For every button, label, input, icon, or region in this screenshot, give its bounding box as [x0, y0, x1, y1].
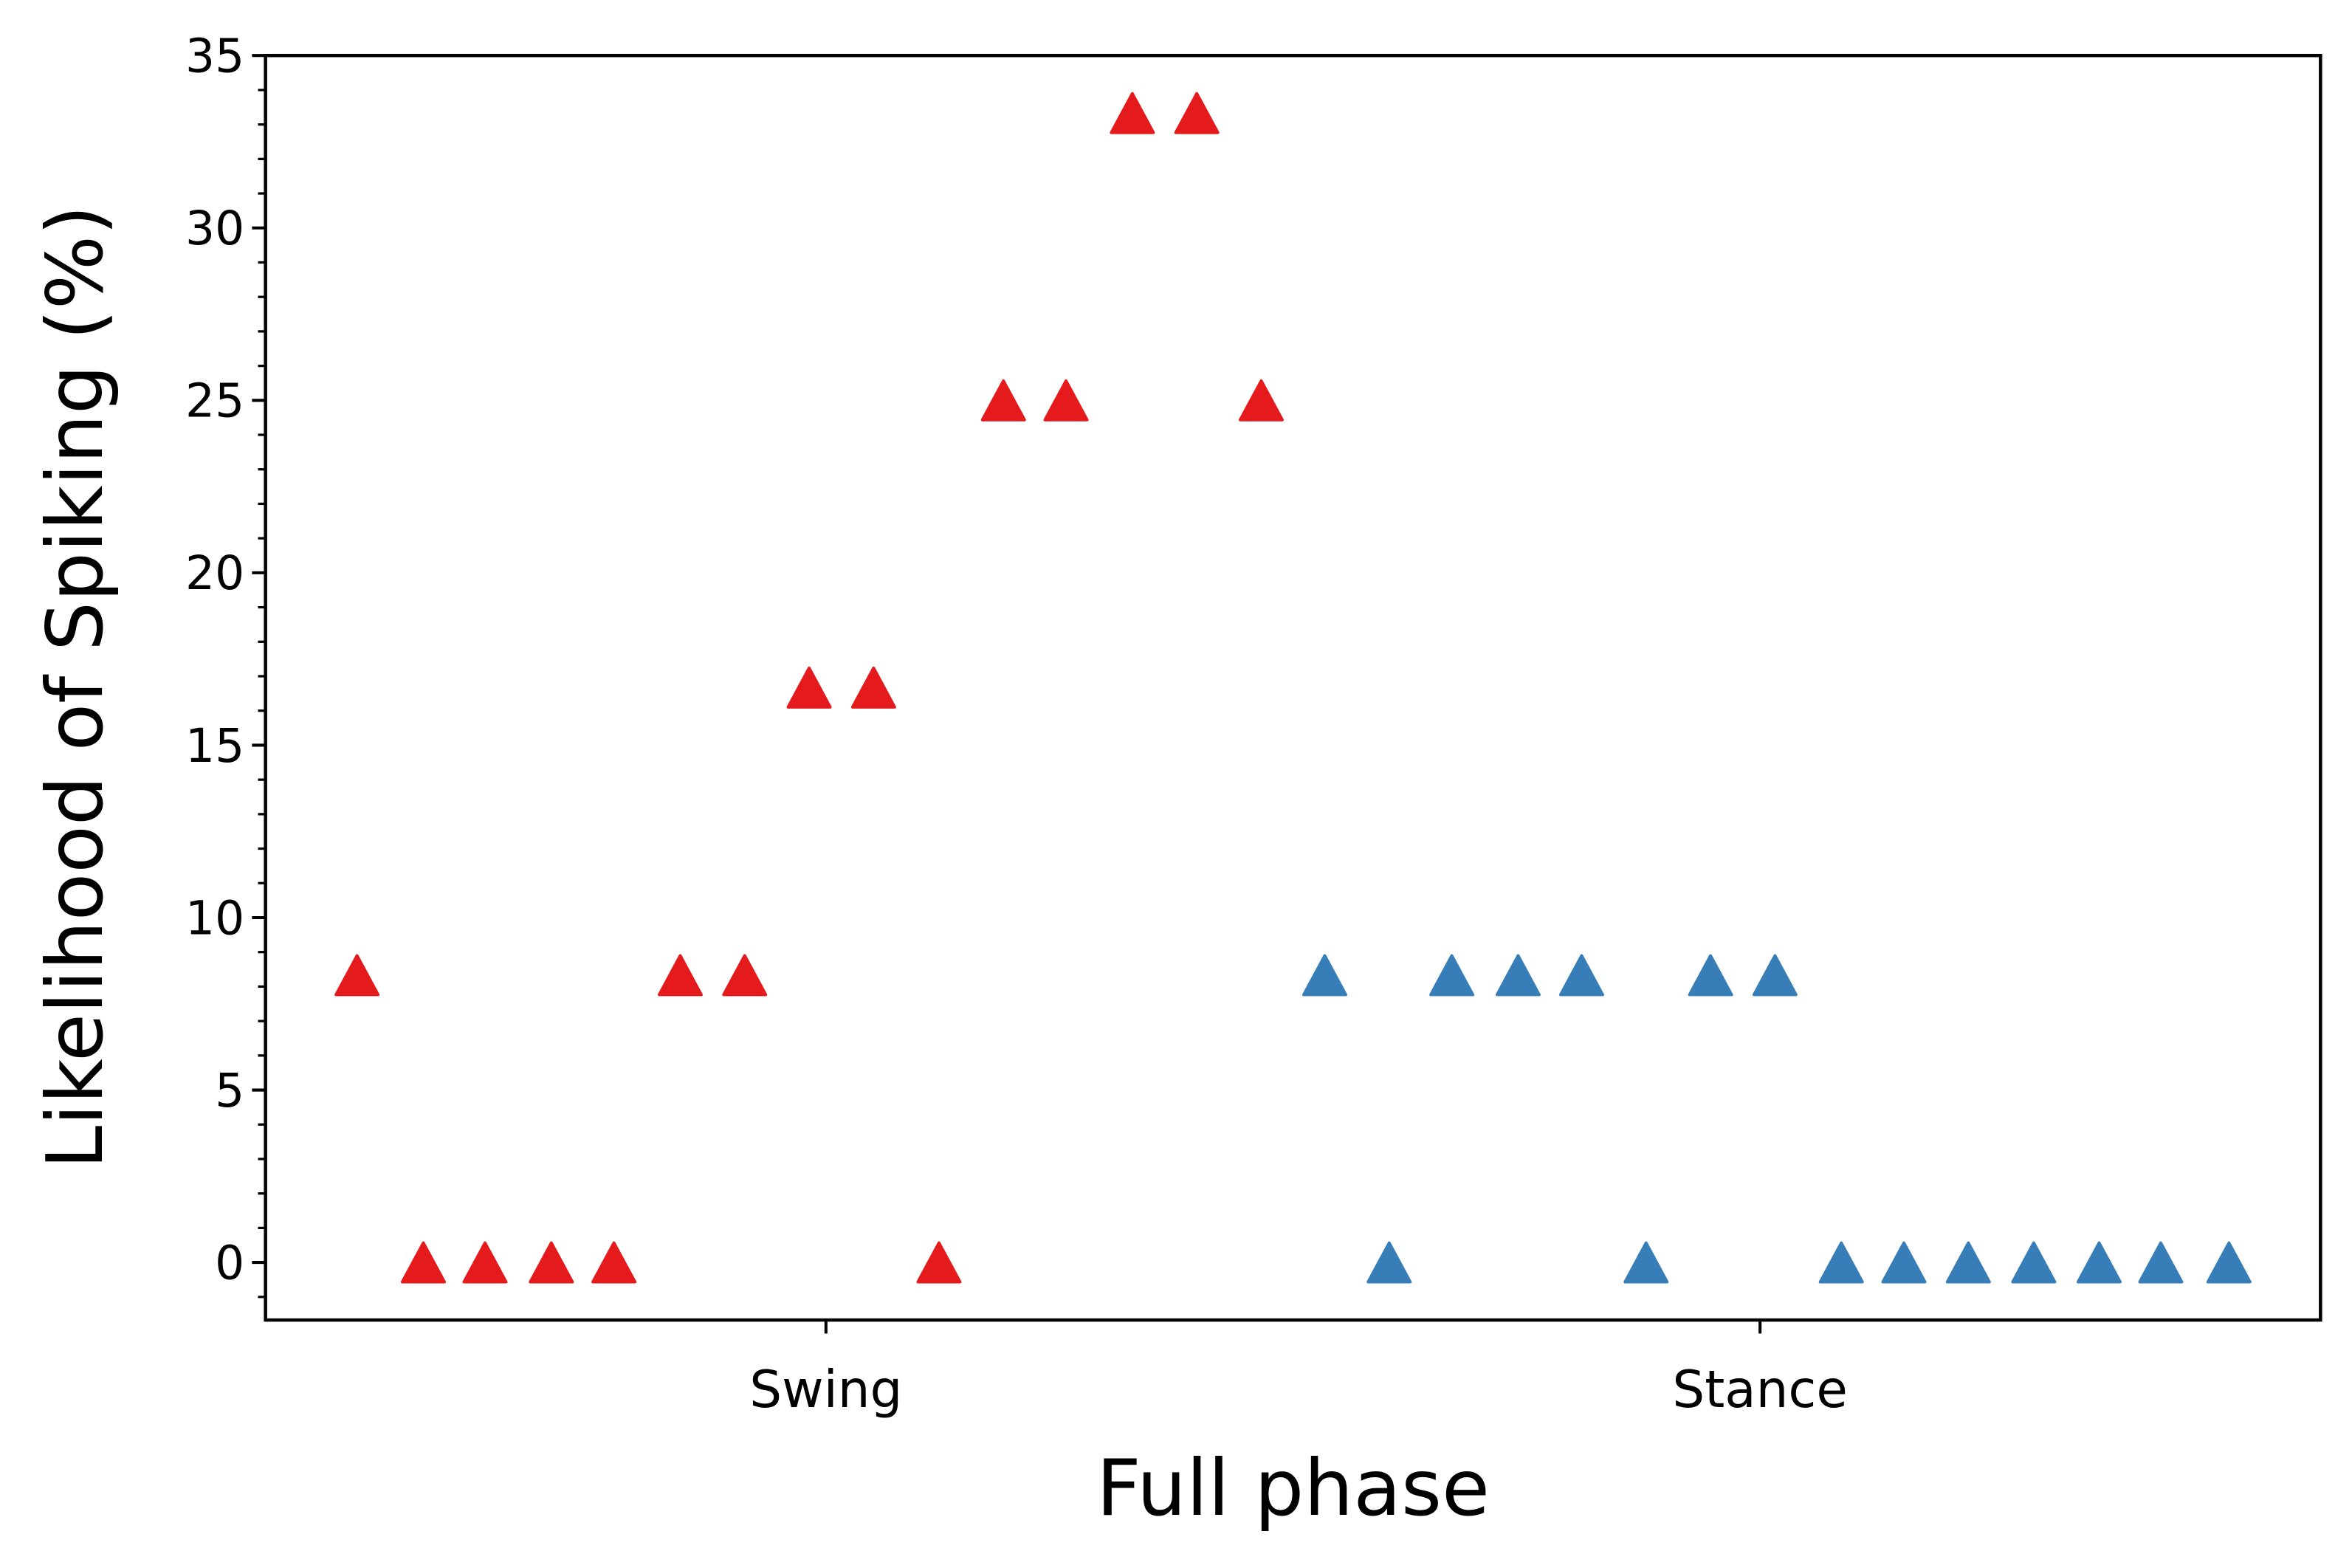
marker: [916, 1241, 962, 1284]
y-tick-label: 5: [215, 1064, 244, 1118]
x-tick-label: Stance: [1672, 1361, 1848, 1420]
marker: [980, 379, 1026, 422]
y-tick-label: 20: [185, 546, 244, 600]
marker: [462, 1241, 508, 1284]
marker: [2011, 1241, 2057, 1284]
marker: [401, 1241, 446, 1284]
plot-frame: [264, 53, 2322, 1322]
x-axis-label: Full phase: [1096, 1443, 1490, 1533]
y-tick-label: 0: [215, 1236, 244, 1290]
marker: [2076, 1241, 2122, 1284]
y-axis-label: Likelihood of Spiking (%): [30, 205, 120, 1169]
y-tick-label: 10: [185, 891, 244, 945]
marker: [1110, 92, 1155, 134]
y-tick-label: 35: [185, 30, 244, 83]
marker: [1238, 379, 1284, 422]
marker: [850, 666, 896, 709]
marker: [1752, 954, 1798, 997]
marker: [2206, 1241, 2252, 1284]
marker: [1818, 1241, 1864, 1284]
marker: [1881, 1241, 1927, 1284]
marker: [591, 1241, 637, 1284]
y-tick-label: 25: [185, 374, 244, 428]
marker: [529, 1241, 574, 1284]
marker: [1558, 954, 1604, 997]
marker: [1688, 954, 1733, 997]
marker: [1623, 1241, 1669, 1284]
marker: [1366, 1241, 1412, 1284]
x-tick-label: Swing: [749, 1361, 902, 1420]
y-tick-label: 30: [185, 202, 244, 255]
marker: [1945, 1241, 1991, 1284]
marker: [2138, 1241, 2184, 1284]
y-tick-label: 15: [185, 719, 244, 773]
marker: [1495, 954, 1541, 997]
marker: [334, 954, 380, 997]
marker: [1429, 954, 1475, 997]
marker: [1174, 92, 1220, 134]
marker: [1043, 379, 1089, 422]
marker: [786, 666, 832, 709]
marker: [657, 954, 703, 997]
marker: [1302, 954, 1347, 997]
marker: [722, 954, 768, 997]
